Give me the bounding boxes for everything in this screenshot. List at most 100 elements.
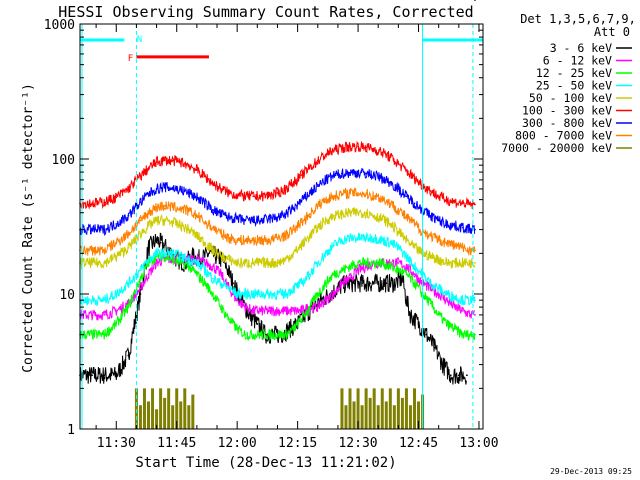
series-100-300-kev-point [147, 167, 150, 170]
series-100-300-kev-point [179, 161, 182, 163]
series-100-300-kev-point [268, 194, 271, 197]
series-25-50-kev-point [91, 299, 93, 302]
series-100-300-kev-point [292, 181, 295, 184]
series-3-6-kev-point [393, 282, 396, 285]
x-tick-label: 11:30 [97, 436, 136, 451]
series-50-100-kev-point [163, 219, 166, 222]
series-25-50-kev-point [445, 293, 448, 295]
plot-frame [79, 23, 484, 430]
series-3-6-kev-point [474, 0, 476, 1]
series-50-100-kev-point [453, 261, 456, 264]
series-25-50-kev-point [373, 237, 376, 239]
series-12-25-kev-point [195, 273, 198, 276]
series-25-50-kev-point [324, 252, 327, 255]
series-6-12-kev-point [252, 309, 255, 312]
series-800-7000-kev-point [268, 239, 271, 242]
series-300-800-kev-point [373, 174, 376, 176]
series-100-300-kev-point [91, 202, 93, 205]
series-6-12-kev-point [260, 309, 263, 312]
series-300-800-kev-point [381, 177, 384, 180]
series-12-25-kev-point [204, 282, 206, 285]
series-800-7000-kev-point [397, 208, 400, 211]
series-800-7000-kev-point [349, 192, 351, 194]
series-50-100-kev-point [429, 255, 432, 258]
series-300-800-kev-point [236, 217, 239, 220]
series-50-100-kev-point [332, 214, 335, 217]
series-100-300-kev-point [276, 192, 279, 194]
series-800-7000-kev-point [357, 192, 359, 194]
series-100-300-kev-point [453, 201, 456, 203]
series-800-7000-kev-point [204, 221, 206, 224]
series-300-800-kev-point [155, 188, 158, 190]
series-50-100-kev-point [413, 246, 416, 249]
series-6-12-kev-point [276, 309, 279, 312]
x-tick-label: 11:45 [157, 436, 196, 451]
series-100-300-kev-point [228, 192, 231, 194]
series-800-7000-kev-point [220, 232, 222, 235]
series-50-100-kev-point [260, 261, 263, 264]
series-300-800-kev-point [365, 172, 368, 175]
series-12-25-kev-point [276, 333, 279, 336]
series-300-800-kev-point [429, 214, 432, 217]
series-12-25-kev-point [300, 318, 303, 321]
series-12-25-kev-point [228, 318, 231, 321]
series-12-25-kev-point [381, 261, 384, 264]
series-25-50-kev-point [389, 241, 392, 244]
series-100-300-kev-point [357, 145, 359, 148]
series-300-800-kev-point [220, 213, 222, 216]
series-50-100-kev-point [365, 211, 368, 214]
series-100-300-kev-point [461, 202, 464, 205]
series-100-300-kev-point [470, 203, 472, 206]
series-800-7000-kev-point [445, 241, 448, 244]
flag-label-n: N [137, 35, 142, 45]
chart-title: HESSI Observing Summary Count Rates, Cor… [58, 3, 473, 21]
series-12-25-kev-point [357, 261, 359, 264]
series-100-300-kev-point [284, 188, 287, 190]
series-12-25-kev-point [212, 293, 214, 295]
series-25-50-kev-point [437, 287, 440, 290]
series-800-7000-kev-point [228, 237, 231, 239]
series-25-50-kev-point [461, 299, 464, 302]
series-50-100-kev-line [79, 207, 476, 270]
series-50-100-kev-point [292, 252, 295, 255]
series-300-800-kev-point [324, 179, 327, 181]
series-800-7000-kev-point [373, 195, 376, 198]
series-300-800-kev-point [341, 172, 343, 175]
series-25-50-kev-point [397, 246, 400, 249]
series-300-800-kev-point [276, 216, 279, 219]
series-12-25-kev-point [284, 333, 287, 336]
series-6-12-kev-point [284, 309, 287, 312]
series-300-800-kev-point [212, 208, 214, 211]
series-6-12-kev-point [341, 282, 343, 285]
series-800-7000-kev-point [139, 219, 142, 222]
y-tick-label: 100 [52, 153, 75, 168]
series-6-12-kev-point [268, 309, 271, 312]
series-25-50-kev-point [115, 293, 118, 295]
series-100-300-kev-point [373, 148, 376, 151]
series-12-25-kev-point [220, 306, 222, 308]
series-300-800-kev-point [349, 171, 351, 174]
series-3-6-kev-point [409, 314, 412, 316]
series-25-50-kev-line [79, 232, 476, 307]
series-25-50-kev-point [252, 293, 255, 295]
series-3-6-kev-point [441, 363, 444, 366]
series-800-7000-kev-point [115, 241, 118, 244]
series-12-25-kev-point [127, 306, 130, 308]
legend-label-12-25-kev: 12 - 25 keV [536, 66, 612, 80]
series-6-12-kev-point [244, 306, 247, 308]
series-25-50-kev-point [349, 237, 351, 239]
series-25-50-kev-point [236, 293, 239, 295]
series-50-100-kev-point [195, 234, 198, 237]
series-50-100-kev-point [139, 232, 142, 235]
series-800-7000-kev-point [127, 232, 130, 235]
series-50-100-kev-point [470, 261, 472, 264]
series-12-25-kev-point [429, 302, 432, 305]
series-800-7000-kev-point [470, 249, 472, 252]
series-300-800-kev-point [461, 226, 464, 229]
series-25-50-kev-point [316, 261, 319, 264]
series-25-50-kev-point [103, 299, 106, 302]
series-50-100-kev-point [300, 244, 303, 247]
series-3-6-kev-point [91, 374, 93, 377]
series-3-6-kev-point [208, 252, 210, 255]
